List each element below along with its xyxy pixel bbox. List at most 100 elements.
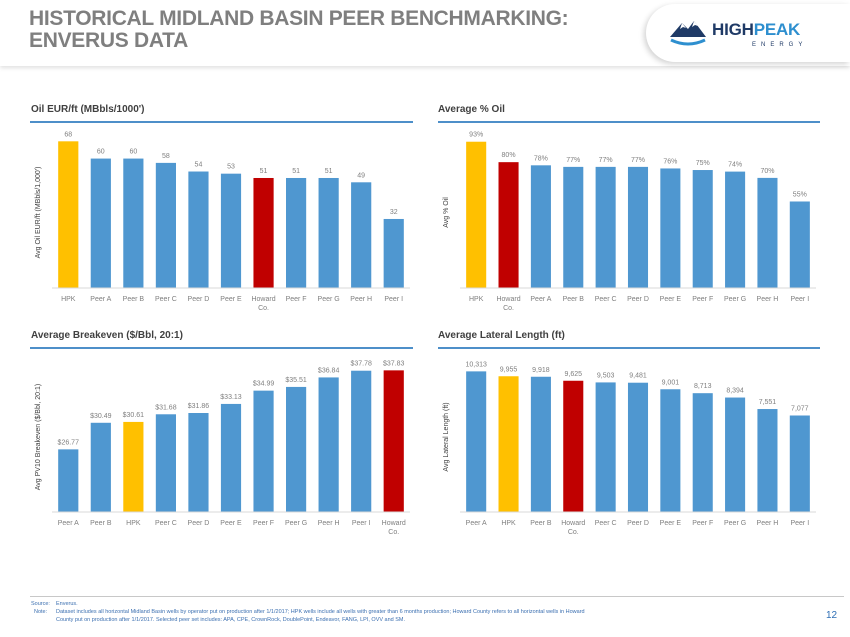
x-tick-label: Peer E <box>220 296 242 303</box>
data-label: $33.13 <box>220 394 242 401</box>
x-tick-label: Howard <box>561 520 585 527</box>
x-tick-label: Peer D <box>188 296 210 303</box>
x-tick-label: Peer B <box>90 520 112 527</box>
bar-peer-c <box>155 162 176 288</box>
data-label: 80% <box>502 152 516 159</box>
x-tick-label: Peer E <box>660 520 682 527</box>
bar-howard-co- <box>253 177 274 288</box>
x-tick-label: Peer I <box>790 520 809 527</box>
data-label: 9,001 <box>662 379 680 386</box>
data-label: 9,503 <box>597 372 615 379</box>
bar-peer-c <box>155 414 176 512</box>
x-tick-label: Peer E <box>220 520 242 527</box>
bar-howard-co- <box>563 380 584 512</box>
bar-peer-g <box>318 177 339 288</box>
x-tick-label: Peer C <box>155 520 177 527</box>
logo-wordmark: HIGHPEAK <box>712 20 800 40</box>
data-label: $26.77 <box>58 439 80 446</box>
data-label: $31.68 <box>155 404 177 411</box>
data-label: 74% <box>728 162 742 169</box>
logo-word-high: HIGH <box>712 20 754 39</box>
breakeven-chart-title: Average Breakeven ($/Bbl, 20:1) <box>31 330 183 341</box>
bar-peer-f <box>253 390 274 512</box>
x-tick-label: HPK <box>469 296 484 303</box>
x-tick-label: Peer F <box>253 520 274 527</box>
data-label: $31.86 <box>188 403 210 410</box>
x-tick-label: Co. <box>503 305 514 312</box>
x-tick-label: Peer A <box>90 296 111 303</box>
bar-peer-b <box>530 376 551 512</box>
y-axis-title: Avg PV10 Breakeven ($/Bbl, 20:1) <box>35 384 42 491</box>
data-label: 8,394 <box>726 388 744 395</box>
x-tick-label: HPK <box>501 520 516 527</box>
data-label: 60 <box>129 149 137 156</box>
oil-chart-rule <box>438 121 820 123</box>
bar-peer-i <box>383 218 404 288</box>
note-line-2: County put on production after 1/1/2017.… <box>56 617 406 623</box>
bar-peer-d <box>627 382 649 512</box>
logo-subtitle: ENERGY <box>752 42 808 48</box>
data-label: $30.61 <box>123 412 145 419</box>
x-tick-label: Peer A <box>530 296 551 303</box>
data-label: $36.84 <box>318 367 340 374</box>
logo-word-peak: PEAK <box>753 20 801 39</box>
x-tick-label: Peer F <box>692 520 713 527</box>
bar-peer-e <box>660 168 681 288</box>
bar-peer-g <box>725 397 746 512</box>
data-label: 49 <box>357 172 365 179</box>
data-label: 7,551 <box>759 399 777 406</box>
y-axis-title: Avg % Oil <box>443 197 450 228</box>
x-tick-label: Peer G <box>724 520 746 527</box>
x-tick-label: Peer G <box>318 296 340 303</box>
data-label: 93% <box>469 132 483 139</box>
bar-peer-f <box>692 170 713 288</box>
bar-peer-e <box>220 403 242 512</box>
slide-title: HISTORICAL MIDLAND BASIN PEER BENCHMARKI… <box>29 8 589 52</box>
x-tick-label: Peer B <box>123 296 145 303</box>
note-line-1: Dataset includes all horizontal Midland … <box>56 609 585 615</box>
slide-header: HISTORICAL MIDLAND BASIN PEER BENCHMARKI… <box>0 0 850 66</box>
bar-peer-e <box>220 173 242 288</box>
data-label: 60 <box>97 149 105 156</box>
x-tick-label: Co. <box>258 305 269 312</box>
x-tick-label: Peer F <box>692 296 713 303</box>
bar-peer-d <box>188 413 209 512</box>
bar-hpk <box>58 141 79 288</box>
oil-chart-title: Average % Oil <box>438 104 505 115</box>
data-label: 51 <box>292 168 300 175</box>
bar-peer-e <box>660 389 681 512</box>
bar-peer-i <box>789 415 810 512</box>
bar-peer-g <box>286 386 307 512</box>
source-text: Enverus. <box>56 601 78 607</box>
data-label: 68 <box>64 131 72 138</box>
eur-chart-rule <box>30 121 413 123</box>
bar-peer-h <box>318 377 339 512</box>
oil-chart: Avg % Oil 93% HPK 80% Howard Co. 78% Peer A 77% P… <box>443 132 816 312</box>
x-tick-label: Peer G <box>724 296 746 303</box>
data-label: $37.83 <box>383 360 405 367</box>
bar-peer-h <box>757 409 778 512</box>
bar-peer-a <box>90 158 111 288</box>
x-tick-label: Peer G <box>285 520 307 527</box>
x-tick-label: Peer C <box>595 296 617 303</box>
data-label: $35.51 <box>285 377 307 384</box>
note-text: Dataset includes all horizontal Midland … <box>56 608 816 624</box>
data-label: 8,713 <box>694 383 712 390</box>
x-tick-label: Howard <box>382 520 406 527</box>
data-label: $30.49 <box>90 413 112 420</box>
data-label: 9,625 <box>565 371 583 378</box>
bar-peer-i <box>351 370 372 512</box>
data-label: $34.99 <box>253 381 275 388</box>
x-tick-label: HPK <box>126 520 141 527</box>
x-tick-label: Peer B <box>530 520 552 527</box>
lateral-chart-rule <box>438 347 820 349</box>
x-tick-label: Peer D <box>627 296 649 303</box>
x-tick-label: Peer A <box>466 520 487 527</box>
x-tick-label: Peer C <box>155 296 177 303</box>
footer-divider <box>30 596 844 597</box>
x-tick-label: HPK <box>61 296 76 303</box>
data-label: 51 <box>260 168 268 175</box>
bar-peer-a <box>466 371 487 512</box>
x-tick-label: Peer E <box>660 296 682 303</box>
x-tick-label: Peer D <box>627 520 649 527</box>
